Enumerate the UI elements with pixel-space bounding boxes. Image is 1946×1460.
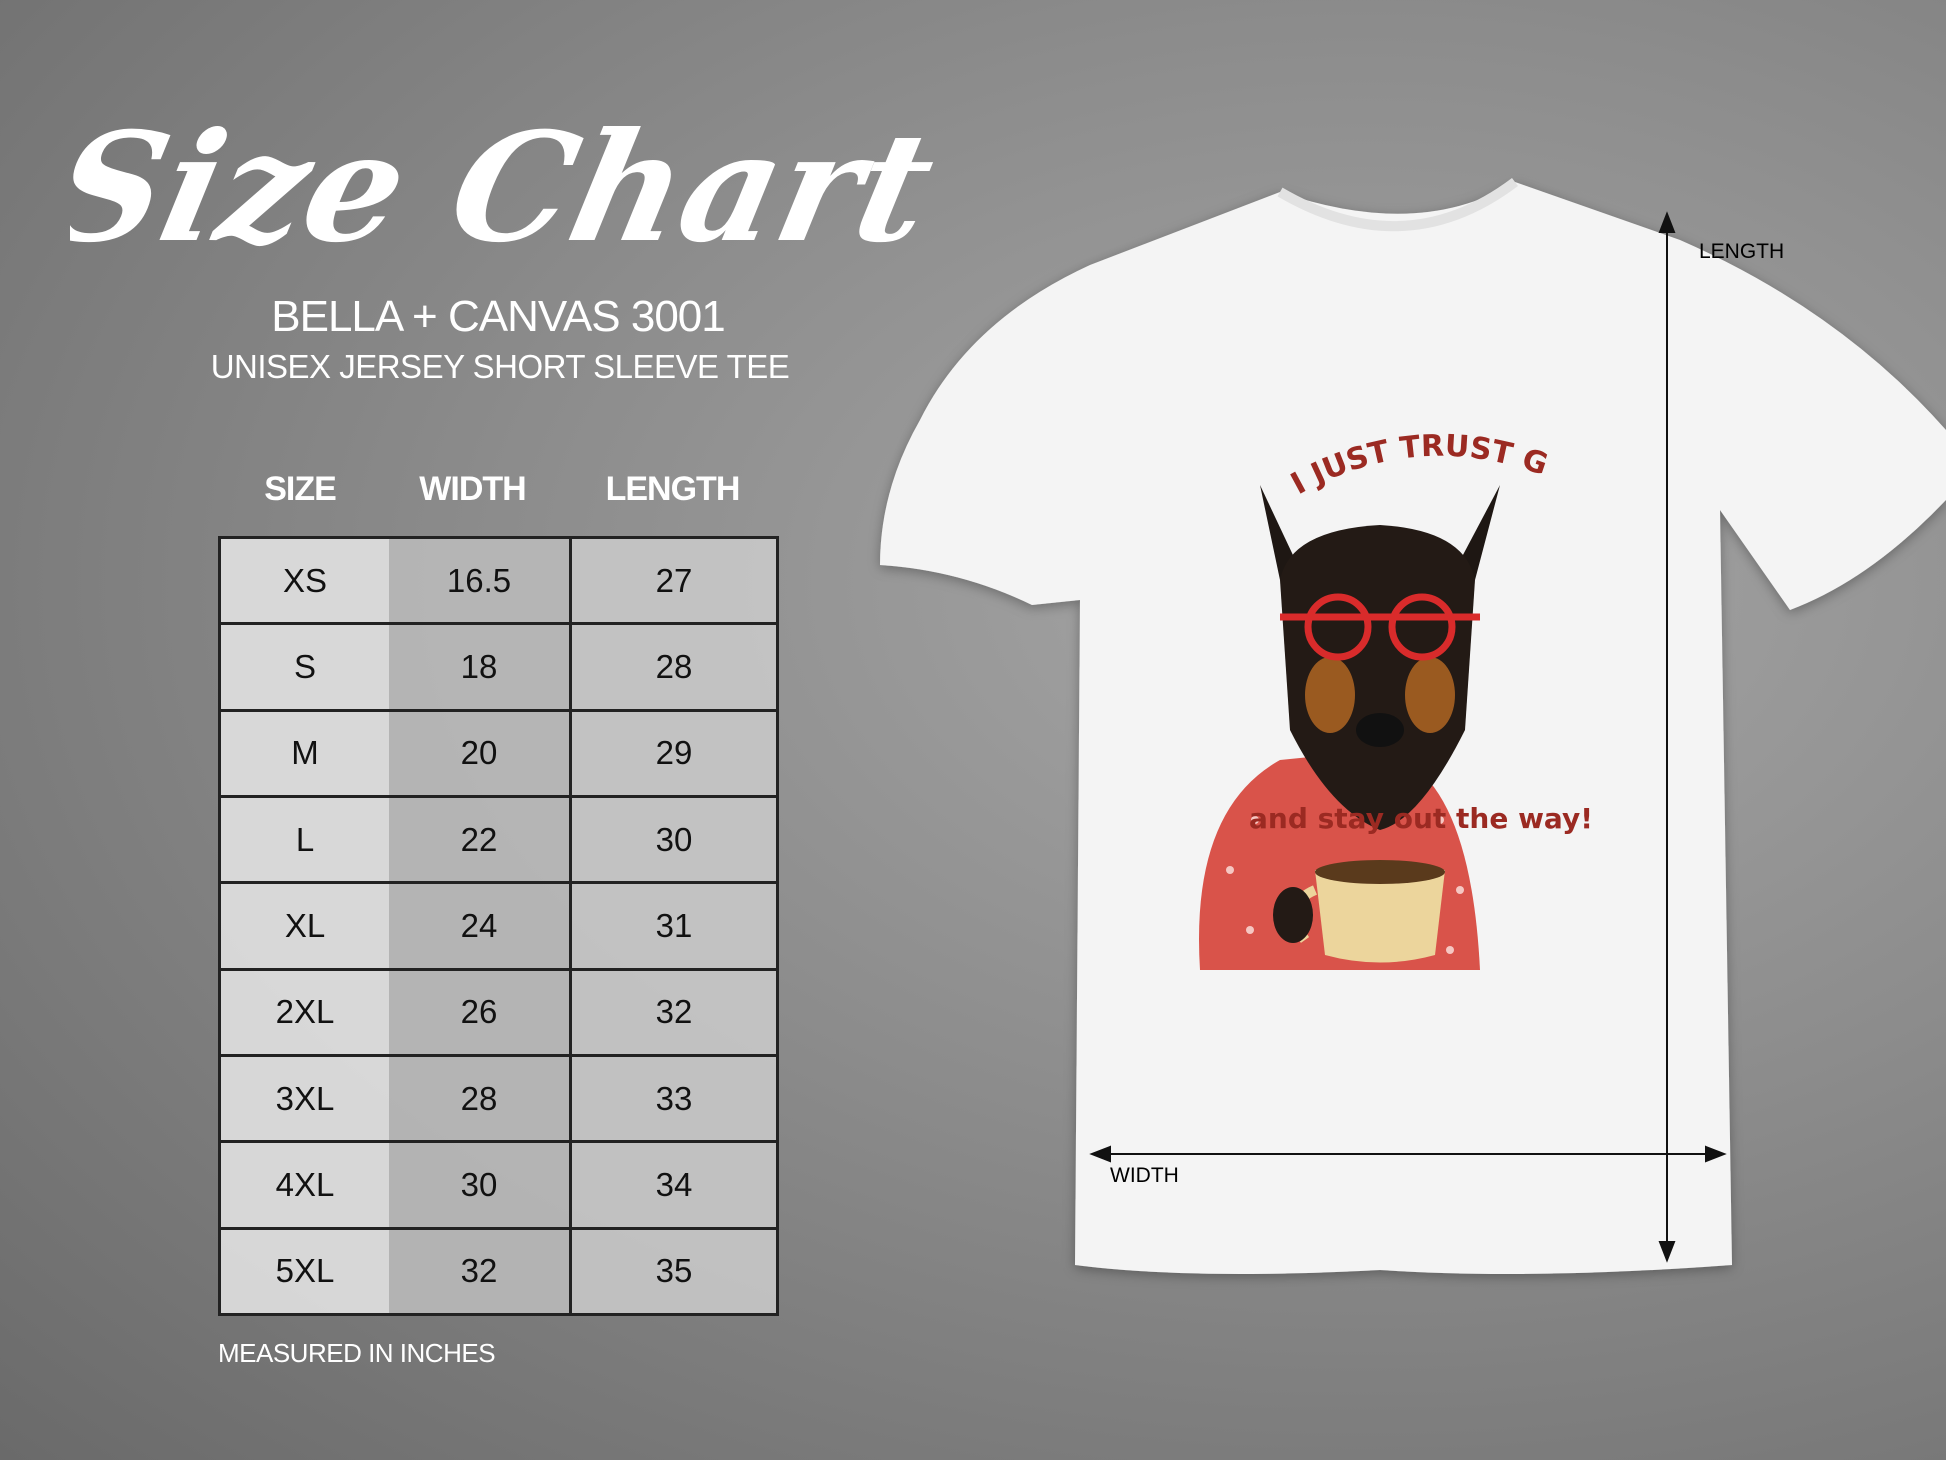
header-size: SIZE bbox=[264, 470, 337, 508]
table-row: 5XL 32 35 bbox=[218, 1226, 779, 1317]
cell-width: 24 bbox=[389, 881, 572, 971]
tshirt-illustration: LENGTH WIDTH I JUST TRUST GOD and stay o… bbox=[860, 170, 1946, 1274]
width-label: WIDTH bbox=[1110, 1164, 1179, 1187]
cell-size: 3XL bbox=[218, 1053, 389, 1144]
cell-length: 28 bbox=[569, 622, 779, 712]
length-label: LENGTH bbox=[1699, 240, 1784, 263]
cell-length: 27 bbox=[569, 535, 779, 626]
header-width: WIDTH bbox=[419, 470, 526, 508]
table-row: S 18 28 bbox=[218, 622, 779, 712]
width-arrow bbox=[1089, 1145, 1727, 1163]
cell-width: 20 bbox=[389, 708, 572, 798]
cell-width: 18 bbox=[389, 622, 572, 712]
doberman-coffee-graphic bbox=[1199, 485, 1500, 970]
cell-size: S bbox=[218, 622, 389, 712]
cell-size: 4XL bbox=[218, 1140, 389, 1230]
table-row: XS 16.5 27 bbox=[218, 535, 779, 626]
cell-size: M bbox=[218, 708, 389, 798]
cell-length: 34 bbox=[569, 1140, 779, 1230]
cell-size: XS bbox=[218, 535, 389, 626]
cell-length: 31 bbox=[569, 881, 779, 971]
product-name: UNISEX JERSEY SHORT SLEEVE TEE bbox=[210, 348, 790, 385]
cell-size: L bbox=[218, 794, 389, 885]
cell-length: 33 bbox=[569, 1053, 779, 1144]
cell-width: 32 bbox=[389, 1226, 572, 1317]
brand-model: BELLA + CANVAS 3001 bbox=[271, 292, 725, 341]
table-row: 2XL 26 32 bbox=[218, 967, 779, 1057]
cell-width: 22 bbox=[389, 794, 572, 885]
cell-width: 28 bbox=[389, 1053, 572, 1144]
cell-length: 29 bbox=[569, 708, 779, 798]
cell-width: 30 bbox=[389, 1140, 572, 1230]
cell-length: 32 bbox=[569, 967, 779, 1057]
table-row: 4XL 30 34 bbox=[218, 1140, 779, 1230]
length-arrow bbox=[1658, 211, 1676, 1263]
design-bottom-text: and stay out the way! bbox=[1249, 802, 1593, 835]
cell-width: 26 bbox=[389, 967, 572, 1057]
header-length: LENGTH bbox=[605, 470, 741, 508]
table-row: XL 24 31 bbox=[218, 881, 779, 971]
size-table: XS 16.5 27 S 18 28 M 20 29 L 22 30 XL 24 31 2XL 26 32 3XL 2… bbox=[218, 535, 779, 1317]
table-row: 3XL 28 33 bbox=[218, 1053, 779, 1144]
cell-size: 2XL bbox=[218, 967, 389, 1057]
table-row: L 22 30 bbox=[218, 794, 779, 885]
units-note: MEASURED IN INCHES bbox=[218, 1338, 496, 1368]
size-chart-title: Size Chart bbox=[70, 100, 948, 276]
cell-length: 35 bbox=[569, 1226, 779, 1317]
cell-size: XL bbox=[218, 881, 389, 971]
table-row: M 20 29 bbox=[218, 708, 779, 798]
cell-length: 30 bbox=[569, 794, 779, 885]
title-text: Size Chart bbox=[70, 100, 948, 276]
cell-size: 5XL bbox=[218, 1226, 389, 1317]
cell-width: 16.5 bbox=[389, 535, 572, 626]
